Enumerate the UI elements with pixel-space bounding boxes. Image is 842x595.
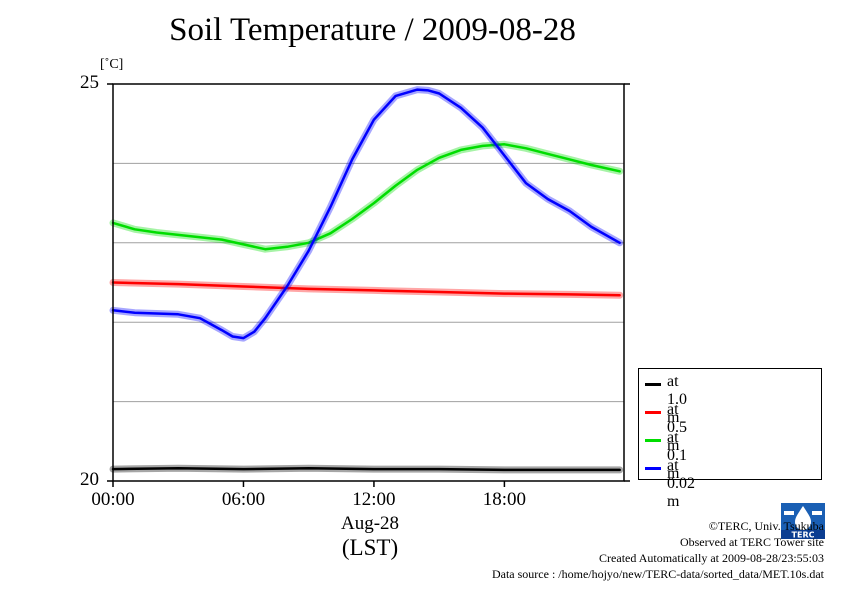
logo-text: TERC xyxy=(792,531,815,540)
legend-label: at 0.5 m xyxy=(667,401,687,454)
footer: ©TERC, Univ. Tsukuba Observed at TERC To… xyxy=(492,518,824,582)
y-tick-label: 20 xyxy=(80,469,99,490)
legend-label: at 0.1 m xyxy=(667,429,687,482)
legend-swatch xyxy=(645,439,661,442)
y-unit-label: [˚C] xyxy=(100,57,124,72)
footer-source: Data source : /home/hojyo/new/TERC-data/… xyxy=(491,567,824,581)
legend-label: at 1.0 m xyxy=(667,373,687,426)
series-line-2 xyxy=(111,143,621,251)
legend-swatch xyxy=(645,467,661,470)
footer-copyright: ©TERC, Univ. Tsukuba xyxy=(708,519,824,533)
legend-swatch xyxy=(645,383,661,386)
x-tick-label: 18:00 xyxy=(482,489,527,510)
series-line-1 xyxy=(111,281,621,297)
legend: at 1.0 m at 0.5 m at 0.1 m at 0.02 m xyxy=(638,368,822,510)
terc-logo-icon: TERC xyxy=(781,503,825,539)
plot-frame xyxy=(112,83,625,482)
x-tick-label: 12:00 xyxy=(352,489,396,510)
series-line-0 xyxy=(111,467,621,472)
legend-label: at 0.02 m xyxy=(667,457,695,510)
y-tick-label: 25 xyxy=(80,72,99,93)
chart-title: Soil Temperature / 2009-08-28 xyxy=(169,12,576,48)
footer-site: Observed at TERC Tower site xyxy=(679,535,824,549)
x-tick-label: 00:00 xyxy=(91,489,135,510)
x-tick-label: 06:00 xyxy=(221,489,266,510)
x-axis-label: (LST) xyxy=(341,535,399,560)
series-band-3 xyxy=(109,86,624,342)
series-line-3 xyxy=(111,88,621,340)
footer-created: Created Automatically at 2009-08-28/23:5… xyxy=(599,551,824,565)
legend-swatch xyxy=(645,411,661,414)
x-date-label: Aug-28 xyxy=(340,513,400,534)
